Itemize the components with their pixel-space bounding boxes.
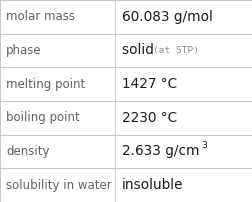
Text: density: density bbox=[6, 145, 50, 158]
Text: (at STP): (at STP) bbox=[153, 46, 199, 55]
Text: 2.633 g/cm: 2.633 g/cm bbox=[122, 144, 200, 159]
Text: phase: phase bbox=[6, 44, 42, 57]
Text: boiling point: boiling point bbox=[6, 111, 80, 124]
Text: 3: 3 bbox=[201, 141, 207, 150]
Text: 60.083 g/mol: 60.083 g/mol bbox=[122, 10, 213, 24]
Text: 2230 °C: 2230 °C bbox=[122, 111, 177, 125]
Text: 1427 °C: 1427 °C bbox=[122, 77, 177, 91]
Text: insoluble: insoluble bbox=[122, 178, 184, 192]
Text: solubility in water: solubility in water bbox=[6, 179, 112, 192]
Text: solid: solid bbox=[122, 43, 163, 58]
Text: molar mass: molar mass bbox=[6, 10, 75, 23]
Text: melting point: melting point bbox=[6, 78, 85, 91]
